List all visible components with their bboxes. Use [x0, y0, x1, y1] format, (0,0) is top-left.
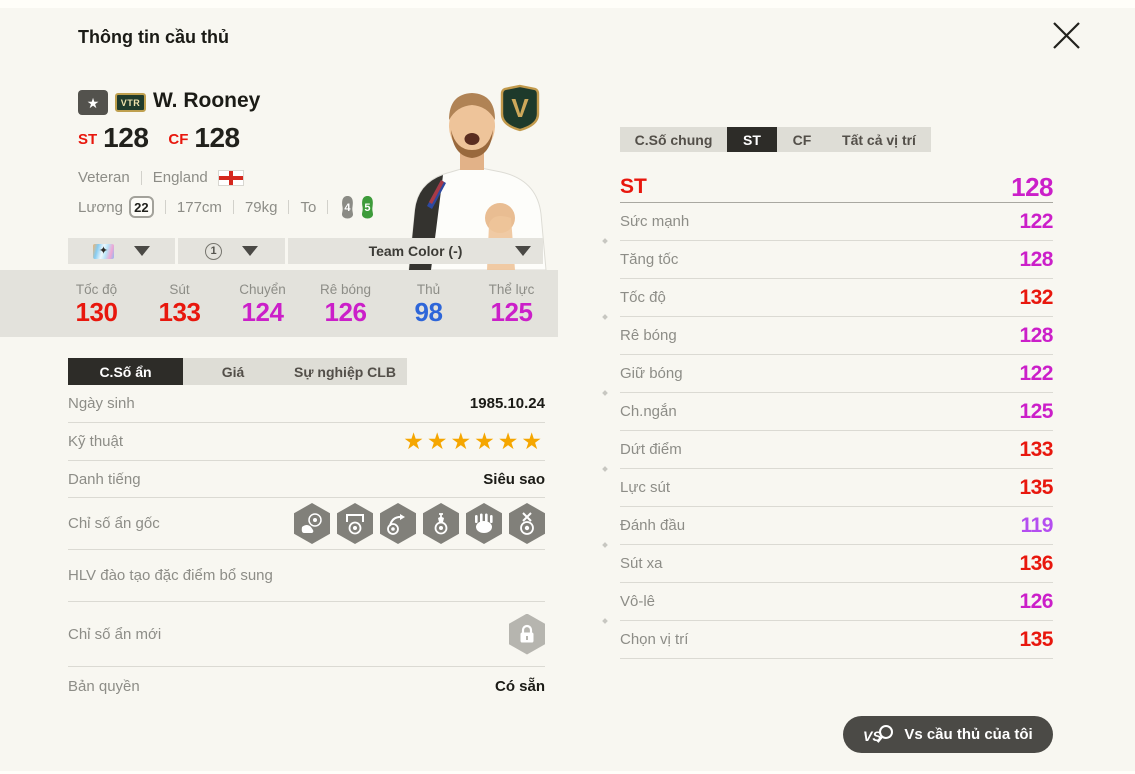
stat-row: Tốc độ 132	[620, 279, 1053, 317]
player-class: Veteran	[78, 169, 130, 186]
summary-stat-passing: Chuyển 124	[239, 282, 286, 328]
tab-all-positions[interactable]: Tất cả vị trí	[827, 127, 931, 152]
summary-stat-dribbling: Rê bóng 126	[319, 282, 372, 328]
divider	[140, 170, 142, 185]
stat-row: Lực sút 135	[620, 469, 1053, 507]
info-row-technique: Kỹ thuật ★★★★★★	[68, 423, 545, 461]
vs-my-player-button[interactable]: VS Vs cầu thủ của tôi	[843, 716, 1053, 753]
position-label: ST	[78, 131, 98, 148]
foot-ratings: 4 5	[339, 195, 376, 219]
tab-price[interactable]: Giá	[183, 358, 283, 385]
free-kick-icon[interactable]	[423, 503, 459, 544]
tab-st[interactable]: ST	[727, 127, 777, 152]
position-detail-label: ST	[620, 175, 647, 198]
detail-stats-list: Sức mạnh 122 Tăng tốc 128 Tốc độ 132 Rê …	[620, 203, 1054, 659]
star-icon: ★	[86, 94, 100, 111]
close-button[interactable]	[1046, 15, 1088, 57]
stat-row: Đánh đầu 119	[620, 507, 1054, 545]
bottom-strip	[0, 771, 1135, 774]
stat-row: Sút xa 136	[620, 545, 1053, 583]
goal-shot-icon[interactable]	[337, 503, 373, 544]
close-icon	[1053, 21, 1080, 49]
technique-stars: ★★★★★★	[403, 428, 545, 454]
season-badge: VTR	[115, 93, 146, 112]
lock-icon	[509, 613, 545, 655]
position-detail-header: ST 128	[620, 172, 1053, 203]
position-rating: 128	[103, 122, 149, 153]
summary-stat-defending: Thủ 98	[414, 282, 443, 328]
tab-general-stats[interactable]: C.Số chung	[620, 127, 727, 152]
position-label: CF	[168, 131, 189, 148]
player-name: W. Rooney	[153, 89, 261, 112]
divider	[232, 200, 234, 214]
stat-row: Giữ bóng 122	[620, 355, 1053, 393]
stat-row: Rê bóng 128	[620, 317, 1053, 355]
stat-row: Chọn vị trí 135	[620, 621, 1053, 659]
claw-icon[interactable]	[466, 503, 502, 544]
team-color-value: Team Color (-)	[368, 243, 463, 259]
strong-foot-icon: 5	[362, 195, 374, 219]
upgrade-level-dropdown[interactable]: 1	[178, 238, 285, 264]
tab-hidden-stats[interactable]: C.Số ẩn	[68, 358, 183, 385]
level-badge: 1	[205, 242, 222, 260]
page-title: Thông tin cầu thủ	[78, 27, 229, 47]
stat-row: Sức mạnh 122	[620, 203, 1053, 241]
info-row-coach-traits: HLV đào tạo đặc điểm bổ sung	[68, 550, 545, 602]
vs-search-icon: VS	[863, 724, 894, 744]
holo-card-icon	[93, 243, 114, 259]
info-row-fame: Danh tiếng Siêu sao	[68, 461, 545, 498]
team-color-dropdown[interactable]: Team Color (-)	[288, 238, 543, 264]
stat-row: Dứt điểm 133	[620, 431, 1053, 469]
body-type: To	[300, 198, 317, 216]
position-detail-rating: 128	[1011, 171, 1053, 202]
hidden-trait-icons	[294, 503, 545, 544]
weak-foot-icon: 4	[342, 195, 354, 219]
info-row-license: Bản quyền Có sẵn	[68, 677, 545, 695]
player-weight: 79kg	[244, 198, 278, 216]
player-height: 177cm	[176, 198, 222, 216]
player-attributes-row: Lương 22 177cm 79kg To 4 5	[78, 195, 376, 219]
player-nation: England	[152, 169, 208, 186]
summary-stat-pace: Tốc độ 130	[75, 282, 118, 328]
position-rating: 128	[194, 122, 240, 153]
stat-row: Vô-lê 126	[620, 583, 1053, 621]
position-tab-bar: C.Số chung ST CF Tất cả vị trí	[620, 127, 931, 152]
info-row-birthdate: Ngày sinh 1985.10.24	[68, 385, 545, 423]
salary-label: Lương	[78, 198, 123, 216]
stat-row: Tăng tốc 128	[620, 241, 1053, 279]
svg-text:4: 4	[345, 202, 352, 214]
svg-text:V: V	[511, 93, 529, 123]
divider	[288, 200, 290, 214]
favorite-badge[interactable]: ★	[78, 90, 108, 115]
summary-stat-shooting: Sút 133	[158, 282, 201, 328]
stat-row: Ch.ngắn 125	[620, 393, 1053, 431]
chevron-down-icon	[515, 246, 531, 256]
club-badge-icon: V	[500, 84, 540, 132]
shot-boot-icon[interactable]	[294, 503, 330, 544]
chevron-down-icon	[242, 246, 258, 256]
divider	[327, 200, 329, 214]
tab-club-career[interactable]: Sự nghiệp CLB	[283, 358, 407, 385]
top-strip	[0, 0, 1135, 8]
info-row-hidden-traits: Chỉ số ẩn gốc	[68, 498, 545, 550]
svg-text:5: 5	[365, 202, 371, 214]
player-class-row: Veteran England	[78, 169, 244, 186]
summary-stats-band: Tốc độ 130 Sút 133 Chuyển 124 Rê bóng 12…	[0, 270, 558, 337]
chevron-down-icon	[134, 246, 150, 256]
summary-stat-physical: Thể lực 125	[488, 282, 535, 328]
vs-button-label: Vs cầu thủ của tôi	[904, 726, 1033, 743]
medal-ball-icon[interactable]	[509, 503, 545, 544]
divider	[164, 200, 166, 214]
position-ratings: ST 128 CF 128	[78, 124, 240, 152]
left-tab-bar: C.Số ẩn Giá Sự nghiệp CLB	[68, 358, 407, 385]
card-grade-dropdown[interactable]	[68, 238, 175, 264]
england-flag-icon	[217, 169, 244, 186]
curve-shot-icon[interactable]	[380, 503, 416, 544]
tab-cf[interactable]: CF	[777, 127, 827, 152]
player-info-list: Ngày sinh 1985.10.24 Kỹ thuật ★★★★★★ Dan…	[68, 385, 545, 705]
info-row-hidden-new: Chỉ số ẩn mới	[68, 602, 545, 667]
salary-badge: 22	[128, 196, 154, 218]
